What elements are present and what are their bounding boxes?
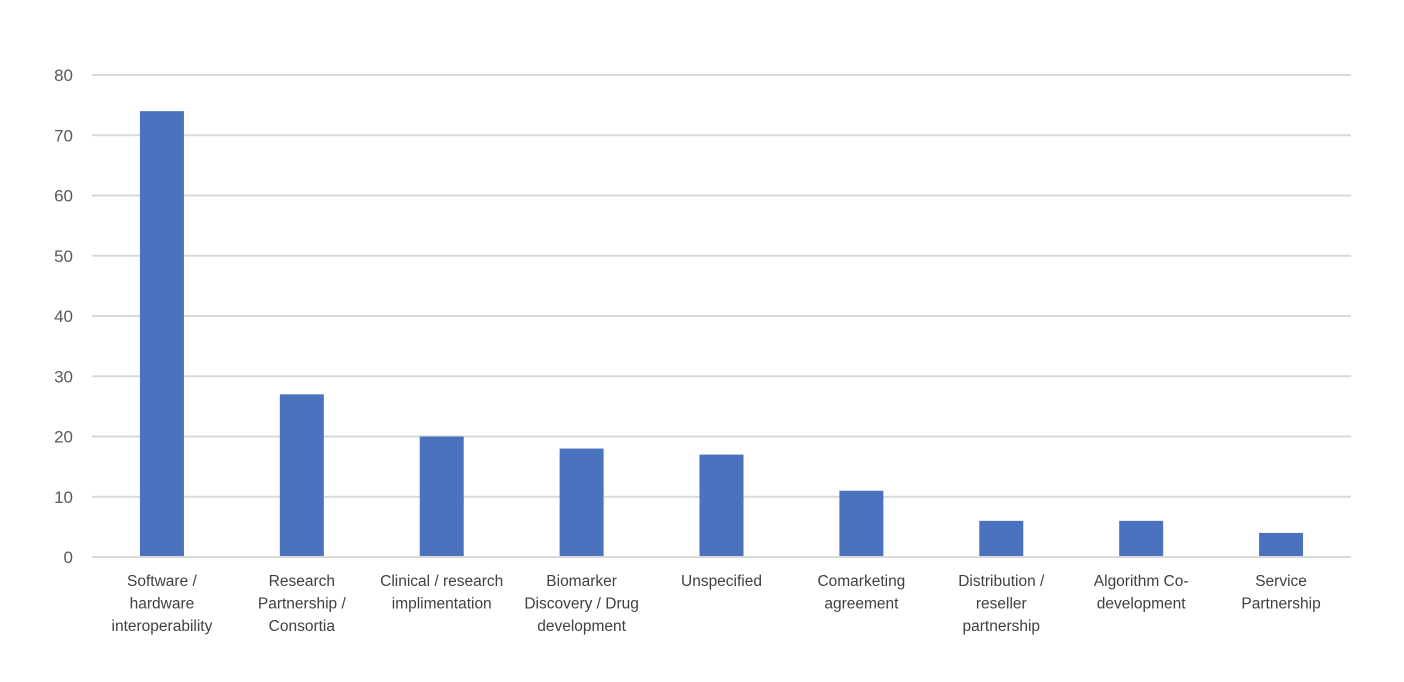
y-tick-label: 20	[54, 428, 73, 447]
x-category-label-line: Comarketing	[817, 573, 905, 590]
bar	[559, 448, 604, 557]
x-category-label-line: partnership	[963, 618, 1041, 635]
x-category-label-line: Partnership	[1241, 596, 1320, 613]
y-tick-label: 70	[54, 126, 73, 145]
bars	[139, 111, 1304, 558]
bar	[839, 490, 884, 557]
y-tick-label: 10	[54, 488, 73, 507]
y-tick-labels: 0 10 20 30 40 50 60 70 80	[54, 66, 73, 567]
x-category-labels: Software / hardware interoperability Resear…	[112, 573, 1321, 635]
x-category-label-line: Algorithm Co-	[1094, 573, 1189, 590]
x-category-label: Service Partnership	[1241, 573, 1320, 613]
x-category-label-line: Research	[269, 573, 335, 590]
x-category-label: Algorithm Co-development	[1094, 573, 1189, 613]
x-category-label-line: Software /	[127, 573, 197, 590]
bar	[419, 436, 464, 557]
x-category-label-line: Discovery / Drug	[524, 596, 639, 613]
x-category-label: Distribution / reseller partnership	[958, 573, 1045, 635]
y-tick-label: 0	[64, 548, 73, 567]
x-category-label-line: Partnership /	[258, 596, 347, 613]
x-category-label-line: interoperability	[112, 618, 213, 635]
x-category-label-line: Unspecified	[681, 573, 762, 590]
y-tick-label: 60	[54, 187, 73, 206]
x-category-label-line: Biomarker	[546, 573, 617, 590]
bar	[979, 520, 1024, 557]
bar	[1119, 520, 1164, 557]
x-category-label: Biomarker Discovery / Drug development	[524, 573, 639, 635]
bar	[139, 111, 184, 558]
x-category-label-line: agreement	[824, 596, 899, 613]
y-tick-label: 30	[54, 367, 73, 386]
x-category-label: Software / hardware interoperability	[112, 573, 213, 635]
x-category-label-line: Clinical / research	[380, 573, 503, 590]
x-category-label-line: reseller	[976, 596, 1027, 613]
x-category-label-line: Distribution /	[958, 573, 1045, 590]
x-category-label-line: development	[1097, 596, 1186, 613]
bar	[1259, 532, 1304, 557]
x-category-label: Research Partnership / Consortia	[258, 573, 347, 635]
x-category-label: Comarketing agreement	[817, 573, 905, 613]
x-category-label-line: Consortia	[269, 618, 336, 635]
x-category-label-line: implimentation	[392, 596, 492, 613]
bar	[699, 454, 744, 557]
y-tick-label: 80	[54, 66, 73, 85]
x-category-label: Clinical / research implimentation	[380, 573, 503, 613]
x-category-label-line: development	[537, 618, 626, 635]
x-category-label: Unspecified	[681, 573, 762, 590]
y-tick-label: 50	[54, 247, 73, 266]
bar	[279, 394, 324, 557]
x-category-label-line: hardware	[130, 596, 195, 613]
x-category-label-line: Service	[1255, 573, 1307, 590]
y-tick-label: 40	[54, 307, 73, 326]
